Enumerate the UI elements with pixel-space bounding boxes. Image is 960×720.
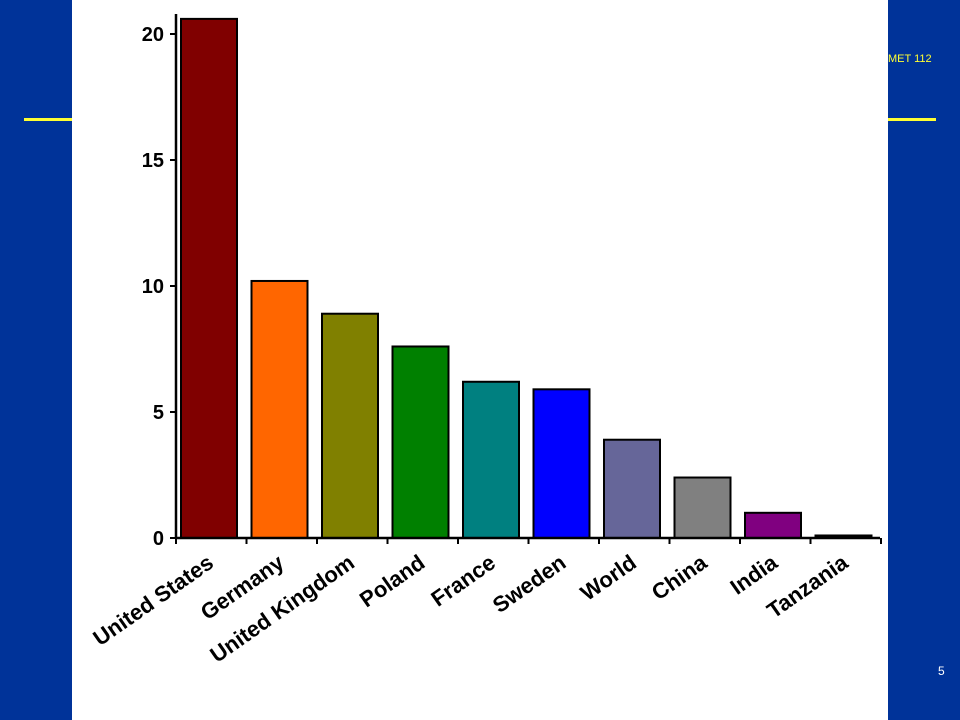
x-category-label: Poland xyxy=(355,550,429,613)
x-category-label: United States xyxy=(88,550,218,651)
header-rule-left xyxy=(24,118,72,121)
x-category-label: France xyxy=(426,550,499,612)
y-tick-label: 5 xyxy=(153,402,164,424)
bar-france xyxy=(462,380,520,540)
course-code: MET 112 xyxy=(888,53,932,65)
x-category-label: India xyxy=(725,549,782,599)
bar-germany xyxy=(250,279,309,539)
y-tick-label: 20 xyxy=(142,24,164,46)
x-category-label: Tanzania xyxy=(762,549,853,623)
axes-group xyxy=(174,14,882,544)
y-tick-label: 0 xyxy=(153,528,164,550)
bar-sweden xyxy=(532,388,591,539)
x-category-label: Sweden xyxy=(488,550,570,618)
y-ticks-group: 0 5 10 15 20 xyxy=(142,24,176,550)
x-category-label: China xyxy=(647,549,712,605)
bar-world xyxy=(603,438,661,539)
bar-united-kingdom xyxy=(321,312,379,539)
y-tick-label: 10 xyxy=(142,276,164,298)
chart-panel: 0 5 10 15 20 United States Germany United King… xyxy=(72,0,888,720)
header-rule-right xyxy=(888,118,936,121)
bar-china xyxy=(673,476,732,539)
x-category-label: World xyxy=(576,550,641,606)
bar-poland xyxy=(391,345,450,540)
y-tick-label: 15 xyxy=(142,150,164,172)
bar-india xyxy=(744,511,802,539)
bar-united-states xyxy=(180,17,238,539)
slide-number: 5 xyxy=(938,664,945,678)
bars-group xyxy=(180,17,873,540)
